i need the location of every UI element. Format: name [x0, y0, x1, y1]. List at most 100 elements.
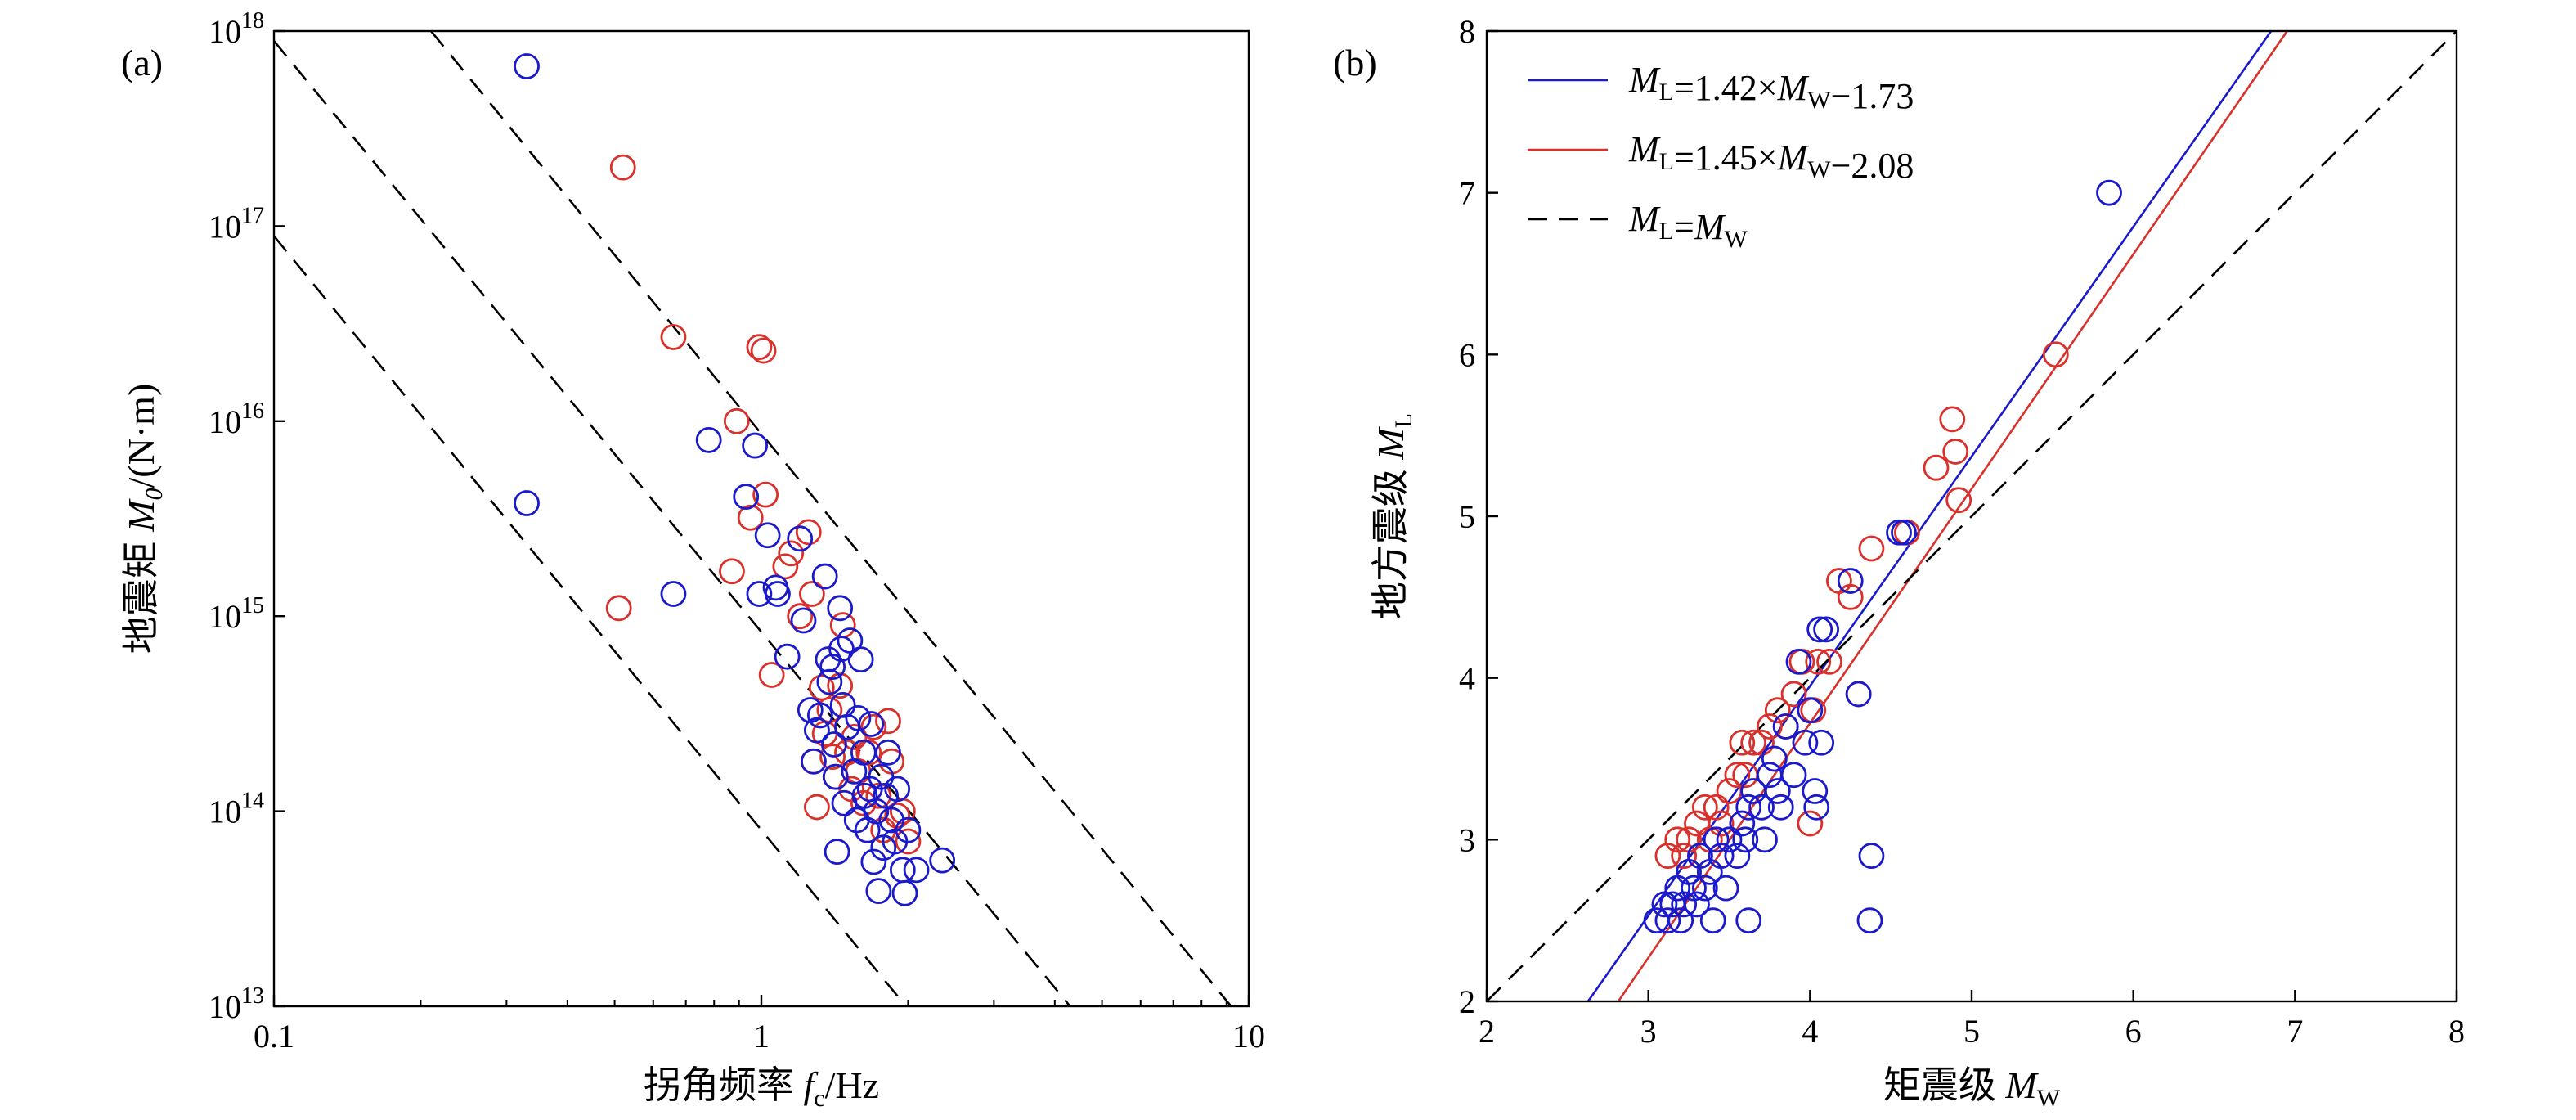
blue-point-26: [1752, 826, 1778, 853]
blue-point-50: [889, 857, 916, 884]
red-point-17: [1764, 697, 1791, 724]
blue-point-33: [1785, 649, 1812, 675]
blue-point-41: [1837, 568, 1864, 594]
y-tick-label: 1014: [209, 789, 264, 830]
x-tick-label: 8: [2448, 1013, 2465, 1050]
blue-point-12: [787, 525, 814, 552]
red-point-16: [1757, 713, 1783, 740]
red-point-2: [1664, 826, 1691, 853]
red-point-17: [804, 794, 830, 821]
blue-point-31: [1772, 713, 1799, 740]
red-point-9: [752, 481, 779, 508]
red-point-15: [798, 581, 825, 607]
panel-a-points: [514, 53, 956, 906]
panel-a-label: (a): [121, 42, 163, 83]
red-point-19: [1780, 681, 1807, 708]
red-point-5: [723, 407, 750, 434]
blue-point-22: [1735, 794, 1762, 821]
red-point-21: [1797, 810, 1824, 837]
red-point-6: [1691, 794, 1718, 821]
blue-point-49: [884, 776, 911, 803]
blue-point-34: [1792, 729, 1819, 756]
blue-point-17: [1712, 875, 1739, 902]
blue-point-39: [858, 711, 885, 737]
red-point-24: [829, 612, 856, 639]
legend-label-2: ML=1.45×MW−2.08: [1628, 129, 1914, 186]
red-point-15: [1748, 729, 1775, 756]
legend-label-3: ML=MW: [1628, 199, 1748, 253]
blue-point-3: [1654, 907, 1681, 934]
blue-point-33: [845, 704, 872, 731]
blue-point-38: [1806, 616, 1833, 643]
y-tick-label: 5: [1459, 498, 1475, 535]
blue-point-16: [804, 717, 830, 744]
red-point-12: [1729, 729, 1756, 756]
red-point-21: [819, 744, 846, 771]
y-tick-label: 4: [1459, 660, 1475, 697]
y-tick-label: 7: [1459, 175, 1475, 212]
blue-point-21: [1732, 826, 1759, 853]
red-point-30: [1923, 454, 1950, 481]
blue-point-42: [865, 878, 892, 904]
red-point-6: [737, 504, 764, 531]
panel-b-legend: ML=1.42×MW−1.73 ML=1.45×MW−2.08 ML=MW: [1528, 60, 1914, 253]
x-tick-label: 7: [2287, 1013, 2303, 1050]
blue-point-10: [765, 581, 791, 607]
legend-label-1: ML=1.42×MW−1.73: [1628, 60, 1914, 116]
blue-point-54: [929, 847, 956, 874]
red-point-34: [875, 708, 901, 735]
red-point-26: [1837, 583, 1864, 610]
blue-point-35: [1797, 697, 1824, 724]
blue-point-20: [816, 668, 843, 695]
red-point-10: [758, 662, 785, 688]
reference-line-2: [272, 40, 1071, 1007]
red-point-23: [1805, 649, 1832, 675]
panel-b-points: [1643, 179, 2122, 934]
black-fit-line: [1486, 30, 2457, 1002]
blue-point-43: [1856, 907, 1883, 934]
blue-point-14: [1699, 907, 1726, 934]
red-point-9: [1708, 810, 1735, 837]
y-tick-label: 2: [1459, 983, 1475, 1020]
blue-point-25: [1748, 794, 1775, 821]
blue-point-17: [806, 702, 833, 729]
blue-point-23: [822, 763, 849, 790]
red-point-1: [1654, 843, 1681, 869]
y-tick-label: 6: [1459, 336, 1475, 373]
red-point-11: [772, 553, 799, 580]
blue-point-46: [875, 739, 901, 766]
blue-point-13: [790, 607, 817, 634]
red-point-23: [827, 672, 854, 699]
y-tick-label: 1018: [209, 8, 264, 50]
blue-point-11: [774, 643, 801, 670]
red-point-38: [895, 828, 922, 855]
blue-point-10: [1684, 891, 1710, 918]
blue-point-15: [1703, 826, 1730, 853]
red-point-12: [778, 540, 805, 567]
blue-point-5: [733, 484, 760, 511]
blue-point-52: [895, 816, 922, 843]
blue-point-53: [903, 857, 930, 884]
x-tick-label: 6: [2125, 1013, 2142, 1050]
x-tick-label: 0.1: [254, 1018, 294, 1055]
blue-point-11: [1687, 843, 1713, 869]
red-point-32: [865, 782, 892, 809]
red-point-32: [1942, 439, 1969, 465]
red-fit-line: [1617, 30, 2288, 1002]
red-point-14: [1740, 729, 1767, 756]
blue-point-12: [1691, 875, 1718, 902]
reference-line-1: [272, 235, 907, 1007]
x-tick-label: 4: [1802, 1013, 1818, 1050]
red-point-4: [719, 558, 745, 585]
blue-point-7: [746, 581, 773, 607]
red-point-14: [795, 519, 822, 546]
blue-point-40: [860, 848, 887, 875]
blue-point-22: [821, 731, 847, 758]
panel-a-ylabel: 地震矩 M0/(N·m): [120, 384, 168, 654]
blue-point-44: [1858, 843, 1885, 869]
blue-point-6: [742, 432, 769, 459]
blue-point-32: [1780, 762, 1807, 789]
red-point-31: [1939, 406, 1966, 433]
blue-point-40: [1813, 616, 1840, 643]
